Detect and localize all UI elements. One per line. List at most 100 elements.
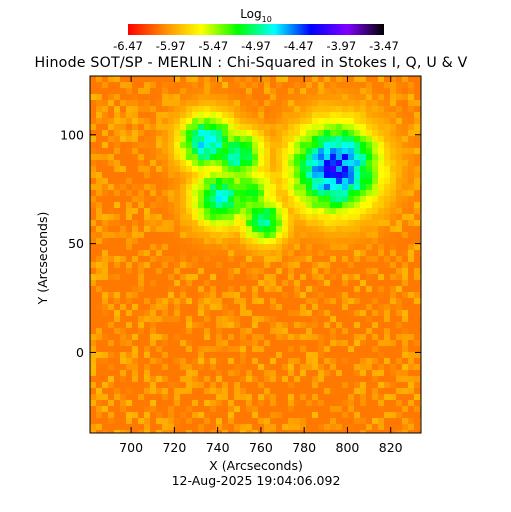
heatmap-cell — [342, 316, 348, 322]
heatmap-cell — [330, 328, 336, 334]
heatmap-cell — [132, 100, 138, 106]
heatmap-cell — [348, 250, 354, 256]
heatmap-cell — [108, 346, 114, 352]
heatmap-cell — [288, 172, 294, 178]
heatmap-cell — [234, 364, 240, 370]
heatmap-cell — [390, 232, 396, 238]
heatmap-cell — [342, 406, 348, 412]
heatmap-cell — [210, 124, 216, 130]
heatmap-cell — [162, 268, 168, 274]
heatmap-cell — [408, 418, 414, 424]
heatmap-cell — [408, 406, 414, 412]
heatmap-cell — [114, 412, 120, 418]
heatmap-cell — [120, 100, 126, 106]
heatmap-cell — [120, 226, 126, 232]
heatmap-cell — [234, 154, 240, 160]
heatmap-cell — [150, 382, 156, 388]
heatmap-cell — [396, 232, 402, 238]
heatmap-cell — [342, 250, 348, 256]
heatmap-cell — [150, 154, 156, 160]
heatmap-cell — [306, 388, 312, 394]
heatmap-cell — [138, 232, 144, 238]
heatmap-cell — [132, 232, 138, 238]
heatmap-cell — [312, 334, 318, 340]
heatmap-cell — [270, 292, 276, 298]
heatmap-cell — [120, 154, 126, 160]
heatmap-cell — [258, 268, 264, 274]
heatmap-cell — [390, 262, 396, 268]
heatmap-cell — [96, 334, 102, 340]
heatmap-cell — [156, 136, 162, 142]
heatmap-cell — [258, 274, 264, 280]
heatmap-cell — [138, 382, 144, 388]
heatmap-cell — [294, 196, 300, 202]
heatmap-cell — [162, 232, 168, 238]
heatmap-cell — [342, 196, 348, 202]
heatmap-cell — [156, 232, 162, 238]
heatmap-cell — [330, 322, 336, 328]
heatmap-cell — [282, 430, 288, 433]
heatmap-cell — [372, 316, 378, 322]
heatmap-cell — [168, 388, 174, 394]
heatmap-cell — [264, 358, 270, 364]
heatmap-cell — [90, 184, 96, 190]
heatmap-cell — [156, 382, 162, 388]
heatmap-cell — [330, 226, 336, 232]
heatmap-cell — [126, 304, 132, 310]
heatmap-cell — [306, 238, 312, 244]
heatmap-cell — [348, 262, 354, 268]
heatmap-cell — [246, 328, 252, 334]
heatmap-cell — [252, 256, 258, 262]
heatmap-cell — [222, 202, 228, 208]
heatmap-cell — [354, 304, 360, 310]
heatmap-cell — [354, 358, 360, 364]
heatmap-cell — [414, 178, 420, 184]
heatmap-cell — [414, 232, 420, 238]
heatmap-cell — [234, 124, 240, 130]
heatmap-cell — [384, 388, 390, 394]
heatmap-cell — [324, 424, 330, 430]
heatmap-cell — [168, 94, 174, 100]
heatmap-cell — [150, 388, 156, 394]
heatmap-cell — [372, 238, 378, 244]
heatmap-cell — [180, 184, 186, 190]
heatmap-cell — [360, 124, 366, 130]
heatmap-cell — [264, 196, 270, 202]
heatmap-cell — [330, 220, 336, 226]
heatmap-cell — [360, 244, 366, 250]
heatmap-cell — [312, 226, 318, 232]
heatmap-cell — [168, 340, 174, 346]
heatmap-cell — [156, 388, 162, 394]
heatmap-cell — [174, 178, 180, 184]
heatmap-cell — [204, 400, 210, 406]
heatmap-cell — [282, 238, 288, 244]
heatmap-cell — [366, 262, 372, 268]
heatmap-cell — [180, 214, 186, 220]
heatmap-cell — [132, 118, 138, 124]
heatmap-cell — [366, 256, 372, 262]
heatmap-cell — [240, 118, 246, 124]
heatmap-cell — [156, 370, 162, 376]
heatmap-cell — [156, 76, 162, 82]
heatmap-cell — [414, 124, 420, 130]
heatmap-cell — [336, 304, 342, 310]
heatmap-cell — [408, 226, 414, 232]
heatmap-cell — [354, 190, 360, 196]
heatmap-cell — [288, 310, 294, 316]
heatmap-cell — [366, 268, 372, 274]
heatmap-cell — [270, 118, 276, 124]
heatmap-cell — [108, 136, 114, 142]
heatmap-cell — [234, 94, 240, 100]
heatmap-cell — [300, 214, 306, 220]
heatmap-cell — [306, 244, 312, 250]
heatmap-cell — [294, 232, 300, 238]
heatmap-cell — [390, 280, 396, 286]
heatmap-cell — [402, 82, 408, 88]
heatmap-cell — [108, 112, 114, 118]
heatmap-cell — [396, 100, 402, 106]
heatmap-cell — [288, 106, 294, 112]
heatmap-cell — [96, 388, 102, 394]
heatmap-cell — [198, 340, 204, 346]
heatmap-cell — [270, 412, 276, 418]
